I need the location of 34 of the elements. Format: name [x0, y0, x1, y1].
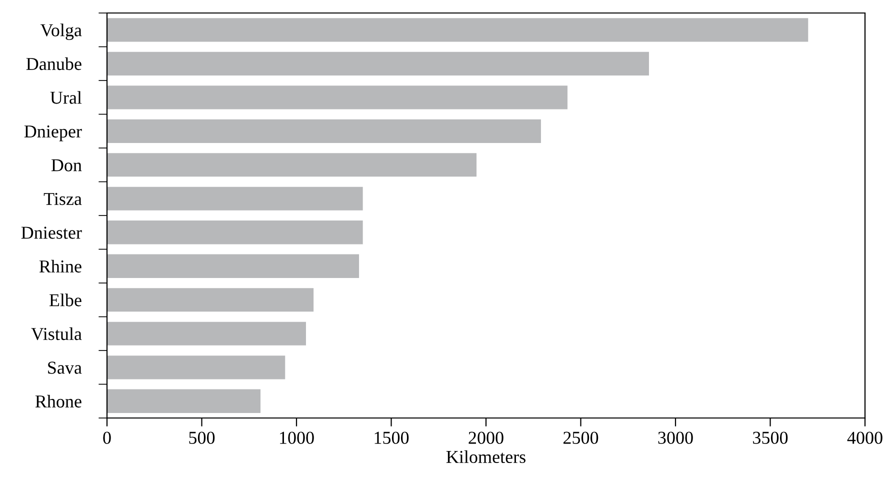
- bar: [107, 288, 314, 312]
- bar: [107, 86, 568, 110]
- x-tick-label: 500: [189, 432, 215, 444]
- y-tick-label: Vistula: [31, 327, 82, 340]
- bar: [107, 356, 286, 380]
- y-tick-label: Don: [51, 159, 82, 172]
- y-tick-label: Dnieper: [24, 125, 82, 142]
- y-tick-label: Elbe: [49, 294, 82, 306]
- y-tick-label: Rhone: [35, 394, 82, 408]
- x-tick-label: 3000: [658, 432, 693, 444]
- x-tick-label: 1500: [374, 432, 409, 444]
- y-tick-label: Danube: [26, 57, 82, 70]
- bar: [107, 18, 808, 42]
- y-tick-label: Tisza: [44, 192, 82, 206]
- bar: [107, 119, 541, 143]
- bar: [107, 389, 260, 413]
- x-tick-label: 3500: [753, 432, 788, 444]
- x-tick-label: 2500: [563, 432, 598, 444]
- x-axis-title: Kilometers: [446, 450, 526, 464]
- bar: [107, 322, 306, 346]
- bar: [107, 254, 360, 278]
- x-tick-label: 1000: [280, 432, 314, 444]
- bar: [107, 153, 477, 177]
- x-tick-label: 4000: [847, 432, 882, 444]
- bar: [107, 186, 363, 210]
- bar: [107, 220, 363, 244]
- y-tick-label: Ural: [50, 91, 82, 104]
- x-tick-label: 0: [103, 432, 111, 444]
- y-tick-label: Sava: [48, 362, 82, 374]
- x-tick-label: 2000: [468, 432, 504, 444]
- y-tick-label: Dniester: [21, 226, 82, 239]
- y-tick-label: Volga: [40, 24, 82, 40]
- bar: [107, 52, 649, 76]
- y-tick-label: Rhine: [39, 260, 82, 273]
